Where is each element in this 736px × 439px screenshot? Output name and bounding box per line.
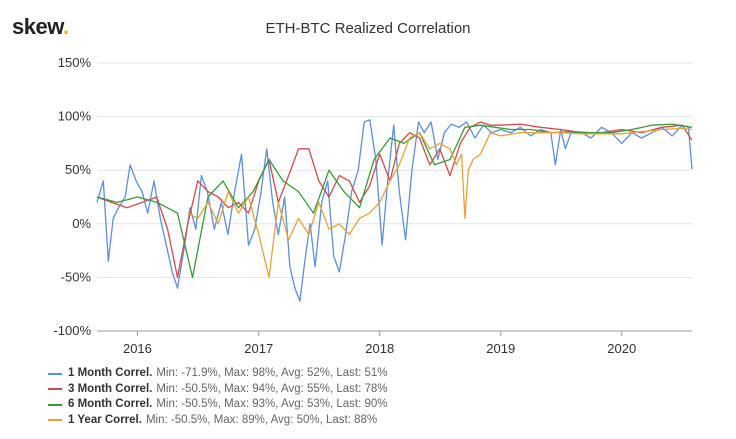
legend-series-stats: Min: -50.5%, Max: 94%, Avg: 55%, Last: 7…: [156, 382, 388, 395]
series-lines: [96, 119, 693, 302]
y-tick-label: -100%: [53, 323, 91, 338]
x-tick-label: 2016: [123, 341, 152, 356]
y-axis-ticks: 150% 100% 50% 0% -50% -100%: [53, 55, 91, 338]
legend-series-stats: Min: -71.9%, Max: 98%, Avg: 52%, Last: 5…: [156, 367, 388, 379]
y-tick-label: 0%: [72, 216, 91, 231]
y-tick-label: 50%: [65, 162, 91, 177]
legend-swatch: [48, 419, 62, 422]
legend: 1 Month Correl. Min: -71.9%, Max: 98%, Av…: [48, 366, 388, 428]
legend-item[interactable]: 6 Month Correl. Min: -50.5%, Max: 93%, Av…: [48, 397, 388, 413]
y-tick-label: 100%: [58, 109, 92, 124]
legend-item[interactable]: 1 Year Correl. Min: -50.5%, Max: 89%, Avg…: [48, 413, 388, 429]
x-tick-label: 2020: [607, 341, 636, 356]
y-tick-label: -50%: [61, 269, 92, 284]
legend-item[interactable]: 1 Month Correl. Min: -71.9%, Max: 98%, Av…: [48, 366, 388, 382]
skew-logo: skew.: [12, 14, 69, 40]
legend-series-name: 1 Month Correl.: [68, 367, 153, 379]
logo-text: skew: [12, 14, 64, 39]
legend-series-name: 3 Month Correl.: [68, 382, 153, 395]
legend-series-name: 6 Month Correl.: [68, 398, 153, 410]
legend-series-stats: Min: -50.5%, Max: 93%, Avg: 53%, Last: 9…: [156, 398, 388, 410]
logo-dot: .: [63, 14, 69, 39]
series-line-3: [187, 127, 693, 279]
series-line-2: [96, 123, 693, 279]
gridlines: [97, 62, 692, 332]
legend-series-stats: Min: -50.5%, Max: 89%, Avg: 50%, Last: 8…: [145, 413, 378, 426]
legend-swatch: [48, 372, 62, 375]
x-axis-ticks: 2016 2017 2018 2019 2020: [123, 331, 636, 356]
legend-swatch: [48, 388, 62, 391]
x-tick-label: 2018: [365, 341, 394, 356]
legend-swatch: [48, 403, 62, 406]
series-line-1: [96, 121, 693, 279]
x-tick-label: 2019: [486, 341, 515, 356]
legend-item[interactable]: 3 Month Correl. Min: -50.5%, Max: 94%, Av…: [48, 382, 388, 398]
chart-title: ETH-BTC Realized Correlation: [265, 20, 471, 37]
y-tick-label: 150%: [58, 55, 92, 70]
series-line-0: [96, 119, 693, 302]
legend-series-name: 1 Year Correl.: [68, 413, 142, 426]
x-tick-label: 2017: [244, 341, 273, 356]
